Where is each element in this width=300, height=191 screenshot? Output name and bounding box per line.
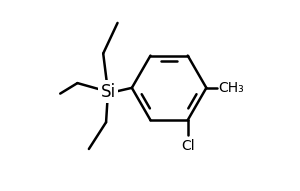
Text: CH₃: CH₃ (218, 81, 244, 95)
Text: Cl: Cl (181, 139, 194, 153)
Text: Si: Si (100, 83, 116, 101)
